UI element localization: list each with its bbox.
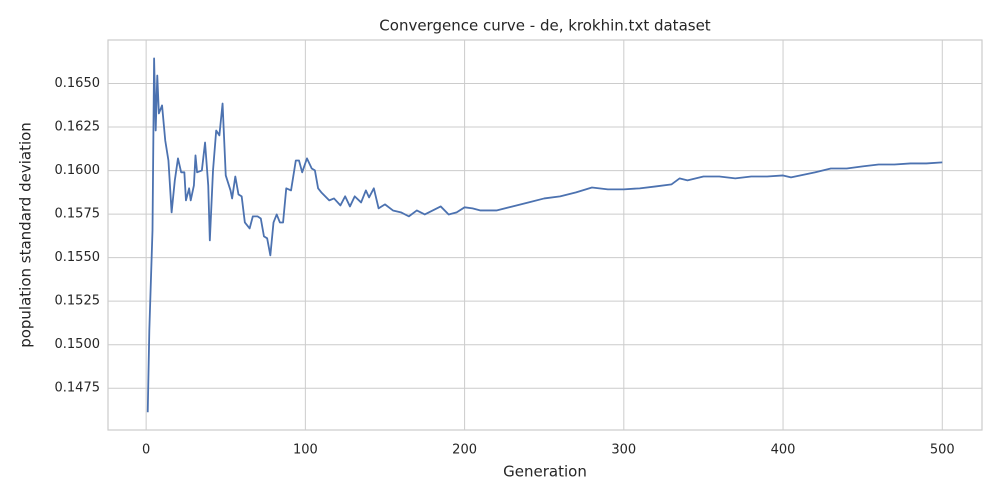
x-tick-label: 0	[142, 443, 150, 458]
y-axis-label: population standard deviation	[17, 122, 35, 348]
x-tick-label: 400	[771, 443, 796, 458]
y-tick-label: 0.1650	[55, 76, 101, 91]
y-tick-label: 0.1600	[55, 163, 101, 178]
y-tick-label: 0.1550	[55, 250, 101, 265]
x-tick-label: 500	[930, 443, 955, 458]
data-line	[146, 57, 943, 413]
chart-title: Convergence curve - de, krokhin.txt data…	[379, 17, 711, 35]
x-axis-label: Generation	[503, 463, 587, 481]
y-tick-label: 0.1475	[55, 381, 101, 396]
y-tick-label: 0.1575	[55, 207, 101, 222]
y-tick-label: 0.1625	[55, 120, 101, 135]
y-tick-label: 0.1500	[55, 337, 101, 352]
x-tick-label: 300	[611, 443, 636, 458]
x-tick-label: 100	[293, 443, 318, 458]
x-tick-label: 200	[452, 443, 477, 458]
y-tick-label: 0.1525	[55, 294, 101, 309]
plot-frame	[107, 39, 983, 431]
